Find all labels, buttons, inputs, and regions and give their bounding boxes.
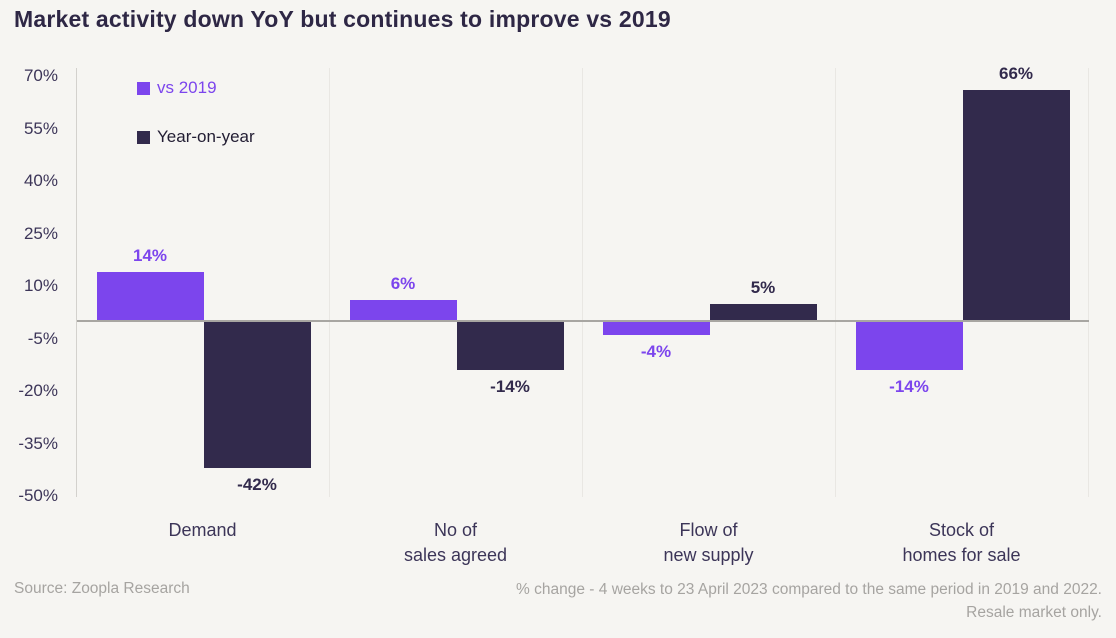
y-axis: 70% 55% 40% 25% 10% -5% -20% -35% -50%: [0, 0, 66, 638]
y-tick-label: 25%: [23, 223, 58, 243]
grid-separator: [835, 68, 836, 497]
y-tick-label: 10%: [23, 276, 58, 295]
page-title: Market activity down YoY but continues t…: [14, 6, 671, 32]
bar-year-on-year-demand: [203, 321, 311, 468]
legend-swatch-vs-2019-icon: [137, 81, 150, 95]
bar-value-label-year-on-year-demand: -42%: [237, 475, 277, 494]
grid-separator: [582, 68, 583, 497]
x-category-label-line: No of: [433, 520, 478, 540]
y-tick-label: -20%: [18, 381, 58, 400]
y-tick-label: -35%: [18, 433, 58, 453]
legend: vs 2019 Year-on-year: [137, 78, 255, 176]
legend-item-vs-2019: vs 2019: [137, 78, 255, 98]
bar-value-label-vs-2019-flow-of-new-supply: -4%: [640, 342, 672, 361]
x-category-label-line: homes for sale: [902, 545, 1021, 565]
legend-item-year-on-year: Year-on-year: [137, 127, 255, 147]
plot-area: vs 2019 Year-on-year 14% 6% -4% -14% -42% -14…: [76, 64, 1089, 497]
grid-separator: [1088, 68, 1089, 497]
bar-year-on-year-flow-of-new-supply: [709, 303, 817, 321]
bar-year-on-year-stock-of-homes-for-sale: [962, 90, 1070, 321]
x-category-label-flow-of-new-supply: Flow of new supply: [582, 518, 835, 568]
bar-value-label-vs-2019-stock-of-homes-for-sale: -14%: [889, 377, 929, 396]
footnote-line-2: Resale market only.: [966, 604, 1102, 621]
x-category-label-demand: Demand: [76, 518, 329, 543]
y-tick-label: 70%: [23, 66, 58, 85]
y-tick-label: 55%: [23, 118, 58, 138]
footnote: % change - 4 weeks to 23 April 2023 comp…: [516, 578, 1102, 624]
legend-label-year-on-year: Year-on-year: [157, 127, 255, 146]
bar-year-on-year-no-of-sales-agreed: [456, 321, 564, 370]
grid-separator: [329, 68, 330, 497]
x-category-label-line: Demand: [168, 520, 237, 540]
y-tick-label: -50%: [18, 486, 58, 505]
bar-value-label-year-on-year-stock-of-homes-for-sale: 66%: [998, 64, 1034, 83]
x-category-label-no-of-sales-agreed: No of sales agreed: [329, 518, 582, 568]
bar-vs-2019-no-of-sales-agreed: [349, 300, 457, 321]
bar-vs-2019-stock-of-homes-for-sale: [855, 321, 963, 370]
legend-label-vs-2019: vs 2019: [157, 78, 217, 97]
zero-axis-line: [77, 320, 1089, 322]
source-text: Source: Zoopla Research: [14, 580, 190, 597]
x-category-label-line: new supply: [663, 545, 754, 565]
bar-vs-2019-demand: [96, 272, 204, 321]
bar-value-label-vs-2019-demand: 14%: [132, 246, 168, 265]
x-category-label-line: sales agreed: [403, 545, 508, 565]
x-axis-labels: Demand No of sales agreed Flow of new supply…: [0, 518, 1116, 574]
bar-value-label-vs-2019-no-of-sales-agreed: 6%: [390, 274, 416, 293]
bar-value-label-year-on-year-no-of-sales-agreed: -14%: [490, 377, 530, 396]
bar-vs-2019-flow-of-new-supply: [602, 321, 710, 335]
bar-value-label-year-on-year-flow-of-new-supply: 5%: [750, 277, 776, 297]
y-tick-label: -5%: [27, 328, 58, 348]
x-category-label-line: Stock of: [928, 520, 995, 540]
x-category-label-line: Flow of: [679, 520, 738, 540]
y-tick-label: 40%: [23, 171, 58, 190]
footnote-line-1: % change - 4 weeks to 23 April 2023 comp…: [516, 581, 1102, 598]
legend-swatch-year-on-year-icon: [137, 130, 150, 144]
x-category-label-stock-of-homes-for-sale: Stock of homes for sale: [835, 518, 1088, 568]
